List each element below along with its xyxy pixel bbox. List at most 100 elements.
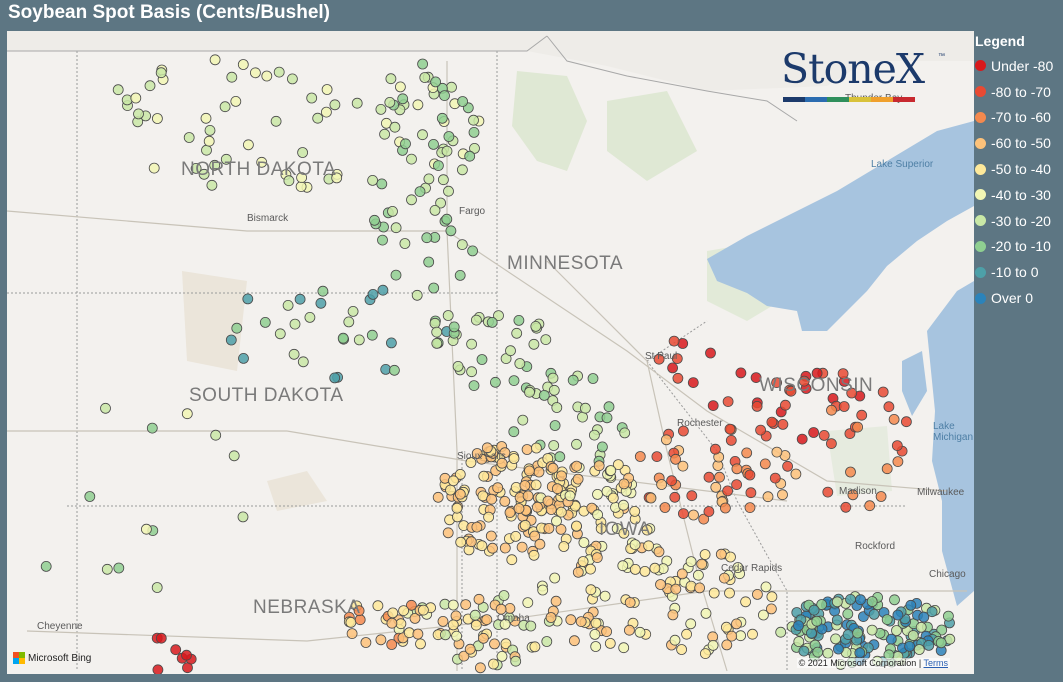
basis-dot[interactable] xyxy=(667,609,679,621)
legend-item[interactable]: -10 to 0 xyxy=(975,259,1053,285)
basis-dot[interactable] xyxy=(375,634,387,646)
basis-dot[interactable] xyxy=(741,447,753,459)
basis-dot[interactable] xyxy=(489,638,500,650)
basis-dot[interactable] xyxy=(144,80,156,92)
basis-dot[interactable] xyxy=(935,637,947,649)
basis-dot[interactable] xyxy=(489,376,501,388)
basis-dot[interactable] xyxy=(478,470,490,482)
basis-dot[interactable] xyxy=(274,328,286,340)
basis-dot[interactable] xyxy=(113,562,125,574)
map-canvas[interactable]: NORTH DAKOTA MINNESOTA SOUTH DAKOTA WISC… xyxy=(7,31,974,674)
basis-dot[interactable] xyxy=(766,603,777,615)
basis-dot[interactable] xyxy=(866,596,878,607)
basis-dot[interactable] xyxy=(766,416,778,428)
basis-dot[interactable] xyxy=(731,479,742,491)
basis-dot[interactable] xyxy=(510,530,522,542)
basis-dot[interactable] xyxy=(796,433,808,445)
basis-dot[interactable] xyxy=(901,416,912,428)
basis-dot[interactable] xyxy=(467,245,479,257)
basis-dot[interactable] xyxy=(589,429,600,441)
basis-dot[interactable] xyxy=(411,289,423,301)
basis-dot[interactable] xyxy=(678,508,689,520)
basis-dot[interactable] xyxy=(643,540,654,552)
basis-dot[interactable] xyxy=(838,401,850,412)
basis-dot[interactable] xyxy=(572,473,584,485)
legend-item[interactable]: -20 to -10 xyxy=(975,234,1053,260)
basis-dot[interactable] xyxy=(419,72,431,83)
basis-dot[interactable] xyxy=(40,561,52,572)
basis-dot[interactable] xyxy=(428,282,440,294)
basis-dot[interactable] xyxy=(618,527,630,539)
basis-dot[interactable] xyxy=(389,121,401,133)
basis-dot[interactable] xyxy=(351,97,363,109)
basis-dot[interactable] xyxy=(592,509,603,521)
basis-dot[interactable] xyxy=(456,239,468,251)
basis-dot[interactable] xyxy=(693,569,704,581)
basis-dot[interactable] xyxy=(468,127,480,138)
basis-dot[interactable] xyxy=(387,607,399,619)
basis-dot[interactable] xyxy=(725,551,736,563)
basis-dot[interactable] xyxy=(513,314,525,326)
basis-dot[interactable] xyxy=(926,606,938,618)
basis-dot[interactable] xyxy=(590,641,602,652)
basis-dot[interactable] xyxy=(508,453,520,464)
basis-dot[interactable] xyxy=(840,501,852,513)
basis-dot[interactable] xyxy=(653,353,665,365)
basis-dot[interactable] xyxy=(331,172,343,184)
basis-dot[interactable] xyxy=(585,584,597,596)
basis-dot[interactable] xyxy=(550,595,562,607)
basis-dot[interactable] xyxy=(923,640,935,651)
basis-dot[interactable] xyxy=(751,400,763,412)
basis-dot[interactable] xyxy=(238,352,249,364)
basis-dot[interactable] xyxy=(569,635,580,647)
basis-dot[interactable] xyxy=(571,438,582,450)
basis-dot[interactable] xyxy=(436,112,448,124)
basis-dot[interactable] xyxy=(329,372,341,384)
basis-dot[interactable] xyxy=(816,599,828,610)
basis-dot[interactable] xyxy=(524,465,535,477)
basis-dot[interactable] xyxy=(183,132,195,143)
basis-dot[interactable] xyxy=(483,511,495,523)
basis-dot[interactable] xyxy=(210,429,222,441)
basis-dot[interactable] xyxy=(230,96,242,107)
basis-dot[interactable] xyxy=(700,648,711,659)
basis-dot[interactable] xyxy=(745,487,757,499)
basis-dot[interactable] xyxy=(592,488,603,500)
basis-dot[interactable] xyxy=(445,484,456,496)
basis-dot[interactable] xyxy=(624,597,636,608)
basis-dot[interactable] xyxy=(771,377,782,389)
basis-dot[interactable] xyxy=(816,623,828,635)
basis-dot[interactable] xyxy=(295,181,307,193)
basis-dot[interactable] xyxy=(585,563,596,575)
basis-dot[interactable] xyxy=(837,368,849,380)
basis-dot[interactable] xyxy=(705,347,716,359)
basis-dot[interactable] xyxy=(892,609,904,621)
basis-dot[interactable] xyxy=(442,310,454,321)
basis-dot[interactable] xyxy=(845,466,856,478)
basis-dot[interactable] xyxy=(442,527,454,539)
basis-dot[interactable] xyxy=(441,145,453,157)
basis-dot[interactable] xyxy=(677,460,689,472)
basis-dot[interactable] xyxy=(775,626,787,638)
basis-dot[interactable] xyxy=(329,99,341,111)
basis-dot[interactable] xyxy=(446,81,457,93)
basis-dot[interactable] xyxy=(429,317,441,329)
basis-dot[interactable] xyxy=(493,310,504,322)
basis-dot[interactable] xyxy=(846,387,858,399)
basis-dot[interactable] xyxy=(386,617,398,629)
basis-dot[interactable] xyxy=(394,81,406,93)
basis-dot[interactable] xyxy=(556,470,567,482)
basis-dot[interactable] xyxy=(437,174,449,186)
basis-dot[interactable] xyxy=(398,605,410,616)
basis-dot[interactable] xyxy=(513,503,525,514)
basis-dot[interactable] xyxy=(601,626,612,637)
basis-dot[interactable] xyxy=(577,411,588,423)
basis-dot[interactable] xyxy=(337,332,349,344)
basis-dot[interactable] xyxy=(666,475,677,487)
basis-dot[interactable] xyxy=(793,620,804,631)
basis-dot[interactable] xyxy=(670,583,682,595)
basis-dot[interactable] xyxy=(468,380,480,392)
basis-dot[interactable] xyxy=(699,549,711,560)
basis-dot[interactable] xyxy=(454,269,466,281)
basis-dot[interactable] xyxy=(237,59,249,70)
